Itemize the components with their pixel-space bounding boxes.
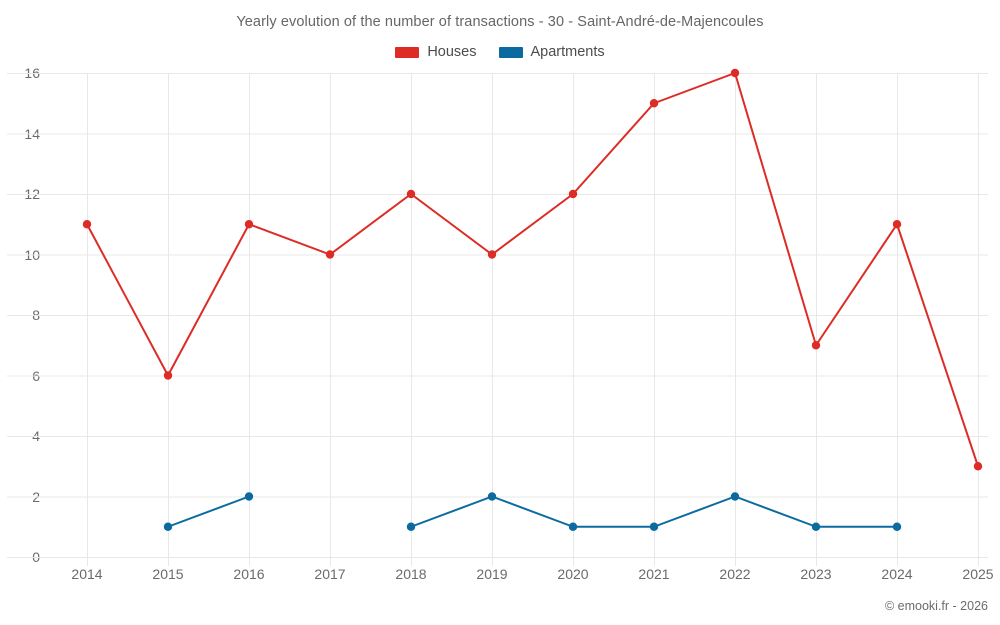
data-series-layer (82, 68, 983, 531)
data-point[interactable] (487, 492, 497, 501)
series-apartments (163, 492, 902, 531)
x-axis-tick-label: 2022 (719, 566, 751, 582)
chart-svg (7, 68, 988, 566)
data-point[interactable] (649, 522, 659, 531)
legend-swatch-icon (498, 46, 523, 58)
legend-swatch-icon (395, 46, 420, 58)
legend-label: Houses (427, 44, 477, 60)
data-point[interactable] (649, 99, 659, 108)
x-axis-tick-label: 2021 (638, 566, 670, 582)
data-point[interactable] (811, 341, 821, 350)
data-point[interactable] (244, 220, 254, 229)
legend-label: Apartments (530, 44, 605, 60)
series-line (167, 495, 250, 528)
x-axis-tick-label: 2023 (800, 566, 832, 582)
x-axis-tick-label: 2025 (962, 566, 994, 582)
x-axis-tick-label: 2017 (314, 566, 346, 582)
data-point[interactable] (163, 371, 173, 380)
data-point[interactable] (730, 492, 740, 501)
x-axis-tick-label: 2015 (152, 566, 184, 582)
x-axis-tick-label: 2016 (233, 566, 265, 582)
legend-item-houses[interactable]: Houses (395, 44, 477, 60)
chart-legend: Houses Apartments (0, 44, 1000, 60)
series-houses (82, 68, 983, 471)
data-point[interactable] (406, 189, 416, 199)
x-axis-tick-label: 2020 (557, 566, 589, 582)
gridlines (7, 73, 988, 566)
x-axis-labels: 2014 2015 2016 2017 2018 2019 2020 2021 2022 2023… (47, 566, 993, 590)
data-point[interactable] (406, 522, 416, 531)
data-point[interactable] (568, 522, 578, 531)
data-point[interactable] (568, 189, 578, 199)
legend-item-apartments[interactable]: Apartments (498, 44, 605, 60)
data-point[interactable] (487, 250, 497, 259)
x-axis-tick-label: 2014 (71, 566, 103, 582)
x-axis-tick-label: 2019 (476, 566, 508, 582)
copyright-credit: © emooki.fr - 2026 (884, 599, 988, 613)
plot-area (7, 68, 988, 566)
series-line (86, 72, 979, 468)
data-point[interactable] (730, 68, 740, 78)
data-point[interactable] (325, 250, 335, 259)
data-point[interactable] (973, 462, 983, 471)
data-point[interactable] (892, 522, 902, 531)
data-point[interactable] (892, 220, 902, 229)
data-point[interactable] (811, 522, 821, 531)
chart-title: Yearly evolution of the number of transa… (236, 14, 764, 30)
x-axis-tick-label: 2024 (881, 566, 913, 582)
data-point[interactable] (244, 492, 254, 501)
data-point[interactable] (82, 220, 92, 229)
x-axis-tick-label: 2018 (395, 566, 427, 582)
data-point[interactable] (163, 522, 173, 531)
